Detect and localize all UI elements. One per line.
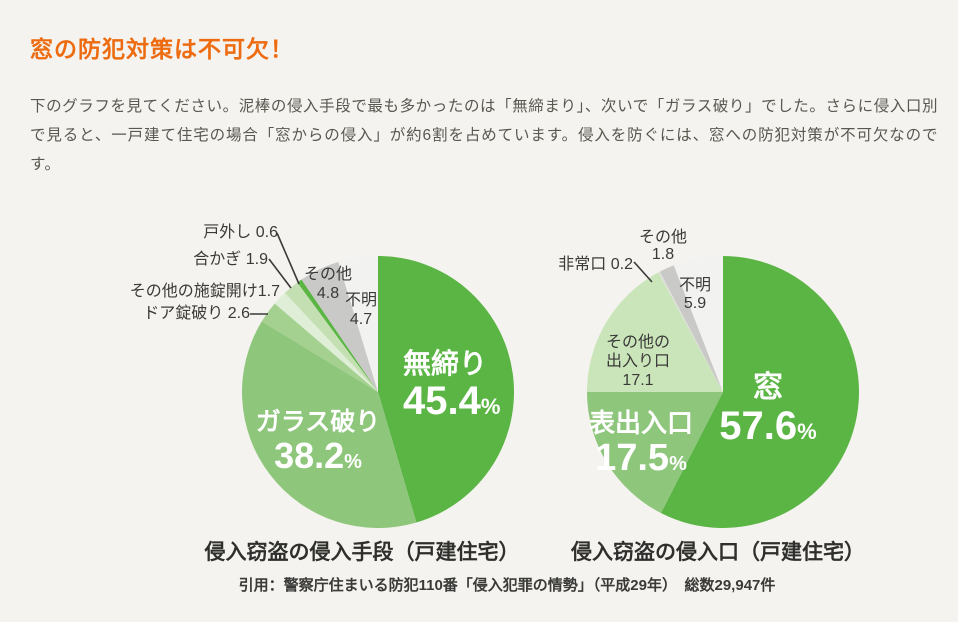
slice-label-aikagi: 合かぎ 1.9 [193, 251, 268, 268]
pie-slice-5 [673, 256, 723, 392]
slice-label-other-points: その他 1.8 [638, 229, 687, 263]
slice-label-main-entrance: 表出入口 17.5% [588, 408, 693, 479]
slice-label-other-unlocking: その他の施錠開け1.7 [129, 283, 280, 300]
pie-slice-2 [587, 272, 723, 392]
slice-label-emergency-exit: 非常口 0.2 [558, 256, 633, 273]
source-citation: 引用：警察庁住まいる防犯110番「侵入犯罪の情勢」（平成29年） 総数29,94… [238, 577, 776, 594]
pie-slice-2 [261, 303, 378, 392]
slice-label-window: 窓 57.6% [719, 371, 817, 448]
slice-label-tohazushi: 戸外し 0.6 [203, 224, 278, 241]
slice-label-unlocked: 無締り 45.4% [403, 348, 501, 424]
slice-label-door-lock-breaking: ドア錠破り 2.6 [143, 305, 250, 322]
pie-slice-5 [297, 279, 378, 392]
slice-label-other-doorways: その他の出入り口 17.1 [605, 334, 670, 389]
pie-slice-0 [660, 256, 859, 528]
slice-label-unknown-point: 不明 5.9 [678, 277, 711, 312]
pie-slice-3 [274, 292, 378, 392]
slice-label-other-methods: その他 4.8 [303, 266, 352, 302]
caption-entry-methods: 侵入窃盗の侵入手段（戸建住宅） [204, 541, 520, 564]
pie-slice-6 [301, 261, 378, 392]
pie-slice-3 [658, 271, 723, 392]
entry-method-pie-chart [242, 256, 514, 528]
pie-slice-7 [338, 256, 378, 392]
intro-paragraph: 下のグラフを見てください。泥棒の侵入手段で最も多かったのは「無締まり」、次いで「… [30, 98, 938, 173]
pie-slice-4 [659, 265, 723, 392]
slice-label-glass-breaking: ガラス破り 38.2% [255, 408, 381, 476]
pie-slice-1 [587, 391, 723, 514]
pie-slice-1 [242, 321, 417, 528]
entry-point-pie-chart [587, 256, 859, 528]
pie-slice-4 [284, 282, 378, 392]
slice-label-unknown-method: 不明 4.7 [344, 292, 377, 328]
page-title: 窓の防犯対策は不可欠！ [30, 36, 294, 62]
caption-entry-points: 侵入窃盗の侵入口（戸建住宅） [571, 541, 865, 564]
pie-slice-0 [378, 256, 514, 523]
